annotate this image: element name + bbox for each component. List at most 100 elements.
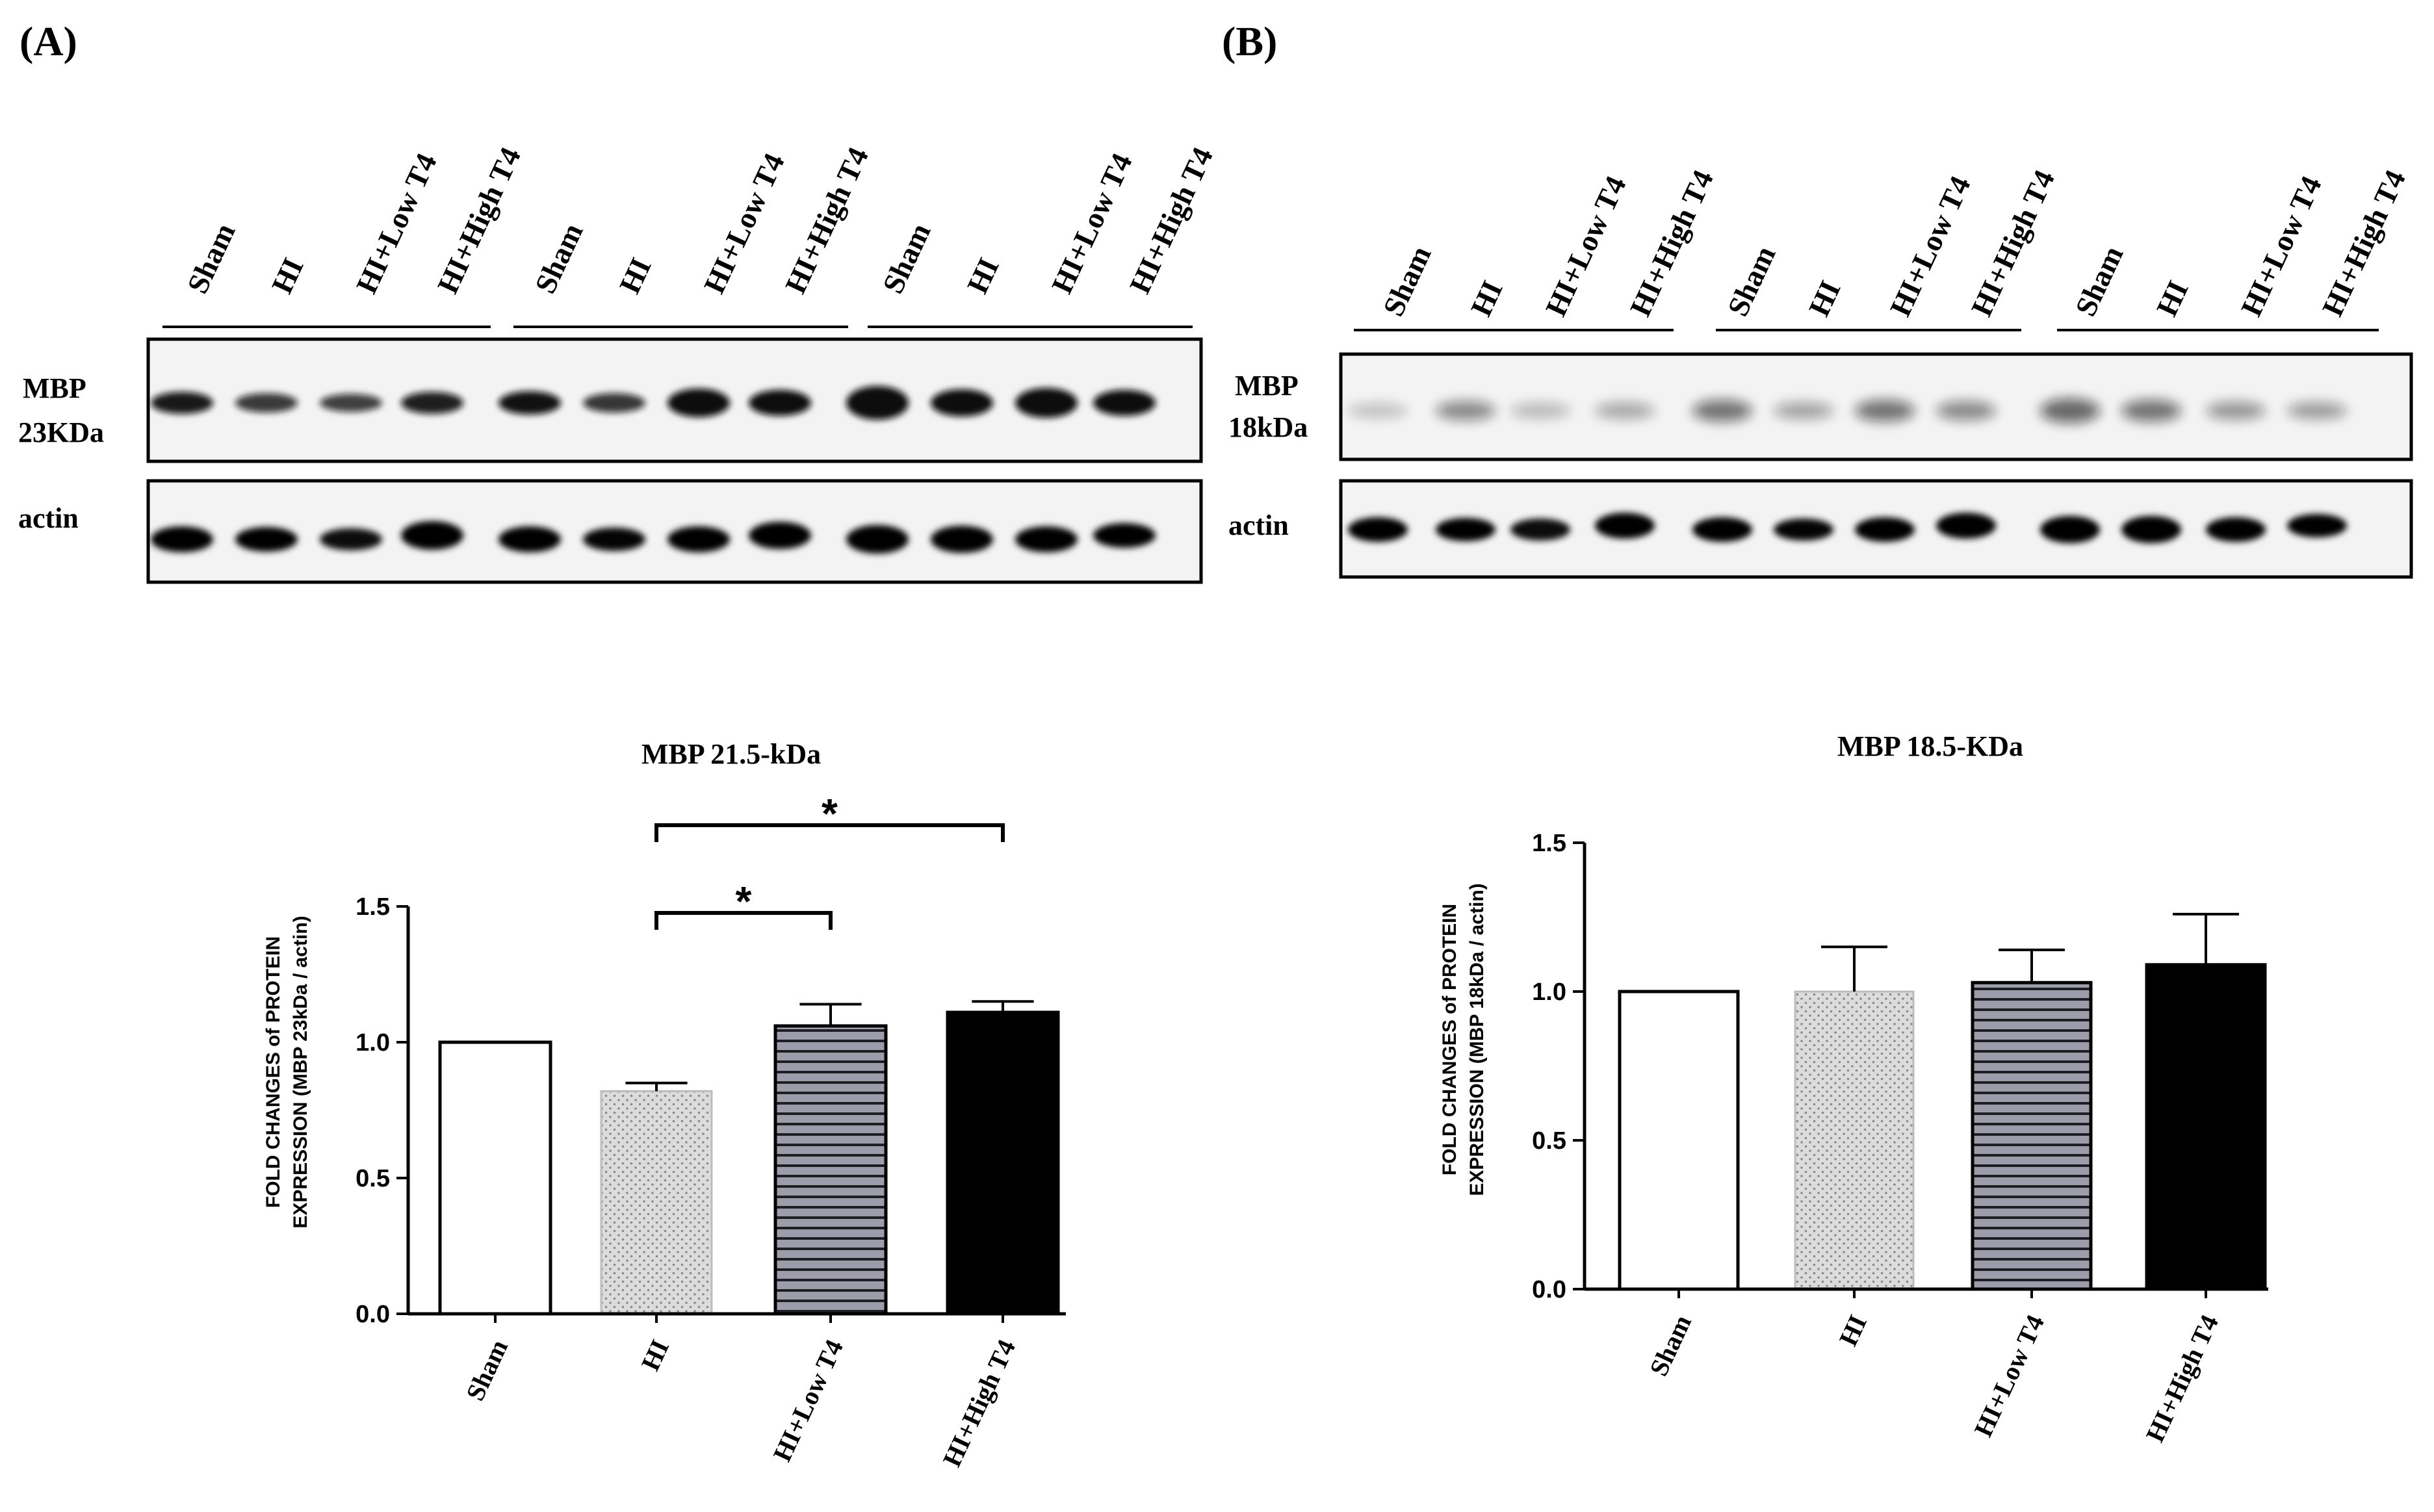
- lane-label: HI+Low T4: [1045, 148, 1139, 298]
- mbp-band: [931, 389, 993, 416]
- actin-band: [1093, 523, 1156, 548]
- mbp-band: [2287, 402, 2347, 419]
- mbp-band: [1855, 400, 1915, 422]
- lane-label: Sham: [876, 218, 937, 298]
- bar-chart-b: MBP 18.5-KDa Sham HI HI+Low T4 HI+High T4 0.…: [1439, 730, 2268, 1446]
- bar: [2145, 963, 2267, 1291]
- actin-band: [2206, 517, 2266, 542]
- mbp-band: [151, 392, 213, 414]
- mbp-band: [1015, 388, 1078, 418]
- chart-a-plot: Sham HI HI+Low T4 HI+High T4 0.0 0.5 1.0 1.5 * *: [356, 790, 1066, 1471]
- mbp-band: [235, 393, 298, 413]
- chart-a-title: MBP 21.5-kDa: [641, 738, 821, 770]
- lane-label: HI+Low T4: [1539, 171, 1633, 321]
- mbp-band: [1436, 401, 1495, 420]
- chart-b-ylabel-line2: EXPRESSION (MBP 18kDa / actin): [1466, 883, 1488, 1196]
- blot-a-mbp-bands: [151, 386, 1156, 420]
- blot-b-mbp-bands: [1348, 398, 2347, 423]
- mbp-band: [2121, 400, 2181, 422]
- lane-label: Sham: [2069, 241, 2130, 321]
- blot-b-loading-label: actin: [1228, 509, 1289, 541]
- y-tick-label: 0.5: [1532, 1127, 1566, 1155]
- panel-label-a: (A): [19, 18, 77, 64]
- blot-a-target-label-line2: 23KDa: [18, 416, 104, 448]
- bar: [1618, 990, 1740, 1291]
- lane-label: HI+High T4: [1624, 165, 1720, 321]
- actin-band: [2040, 516, 2100, 543]
- significance-mark: *: [736, 878, 752, 925]
- actin-band: [749, 522, 811, 549]
- actin-band: [320, 528, 382, 550]
- mbp-band: [749, 390, 811, 416]
- lane-label: Sham: [1377, 241, 1438, 321]
- mbp-band: [846, 386, 909, 420]
- blot-b-target-label-line2: 18kDa: [1228, 411, 1308, 443]
- chart-a-ylabel-line1: FOLD CHANGES of PROTEIN: [263, 936, 284, 1208]
- x-tick-label: HI+Low T4: [767, 1335, 849, 1466]
- actin-band: [1436, 518, 1495, 541]
- bar: [438, 1040, 552, 1316]
- mbp-band: [1692, 400, 1752, 422]
- actin-band: [401, 521, 463, 550]
- actin-band: [2287, 514, 2347, 537]
- y-tick-label: 1.5: [1532, 830, 1566, 857]
- mbp-band: [1936, 401, 1996, 420]
- mbp-band: [1093, 390, 1156, 416]
- lane-label: HI+High T4: [1123, 142, 1219, 298]
- y-tick-label: 1.0: [1532, 979, 1566, 1006]
- actin-band: [1936, 513, 1996, 539]
- lane-label: Sham: [181, 218, 242, 298]
- chart-b-ylabel-line1: FOLD CHANGES of PROTEIN: [1439, 904, 1460, 1175]
- panel-label-b: (B): [1222, 18, 1277, 64]
- actin-band: [1692, 517, 1752, 542]
- x-tick-label: Sham: [460, 1335, 513, 1405]
- actin-band: [498, 526, 561, 552]
- y-tick-label: 0.0: [356, 1301, 390, 1328]
- actin-band: [1348, 517, 1408, 542]
- lane-label: HI+High T4: [779, 142, 875, 298]
- mbp-band: [667, 389, 730, 417]
- significance-mark: *: [822, 790, 838, 837]
- x-tick-label: Sham: [1644, 1311, 1697, 1381]
- actin-band: [1595, 513, 1655, 539]
- lane-label: HI+High T4: [431, 142, 527, 298]
- lane-label: HI: [265, 253, 310, 298]
- lane-label: HI+Low T4: [350, 148, 443, 298]
- blot-a-loading-label: actin: [18, 502, 79, 534]
- bar: [1971, 980, 2093, 1291]
- lane-label: Sham: [528, 218, 589, 298]
- mbp-band: [2040, 398, 2100, 423]
- lane-label: HI: [961, 253, 1005, 298]
- actin-band: [583, 528, 645, 551]
- lane-label: HI+Low T4: [2234, 171, 2328, 321]
- y-tick-label: 0.5: [356, 1165, 390, 1192]
- bar: [946, 1010, 1060, 1316]
- mbp-band: [2206, 402, 2266, 420]
- mbp-band: [320, 394, 382, 412]
- x-tick-label: HI+High T4: [937, 1335, 1021, 1471]
- blot-a-target-label-line1: MBP: [23, 372, 86, 404]
- y-tick-label: 1.5: [356, 893, 390, 921]
- lane-label: HI+Low T4: [697, 148, 791, 298]
- y-tick-label: 0.0: [1532, 1276, 1566, 1303]
- chart-b-plot: Sham HI HI+Low T4 HI+High T4 0.0 0.5 1.0 1.5: [1532, 830, 2268, 1446]
- significance-bracket: [654, 823, 1005, 842]
- actin-band: [1510, 519, 1570, 541]
- lane-label: HI+High T4: [1965, 165, 2061, 321]
- x-tick-label: HI+Low T4: [1968, 1311, 2050, 1441]
- lane-label: HI: [1464, 275, 1509, 321]
- bar-chart-a: MBP 21.5-kDa Sham HI HI+Low T4 HI+High T4 0.…: [263, 738, 1066, 1471]
- significance-bracket: [654, 911, 833, 930]
- actin-band: [2121, 516, 2181, 543]
- chart-a-ylabel-line2: EXPRESSION (MBP 23kDa / actin): [290, 916, 311, 1228]
- bar: [1794, 990, 1915, 1290]
- bar: [600, 1090, 713, 1315]
- y-tick-label: 1.0: [356, 1029, 390, 1057]
- lane-label: HI: [1802, 275, 1847, 321]
- lane-label: HI: [613, 253, 658, 298]
- mbp-band: [1510, 403, 1570, 418]
